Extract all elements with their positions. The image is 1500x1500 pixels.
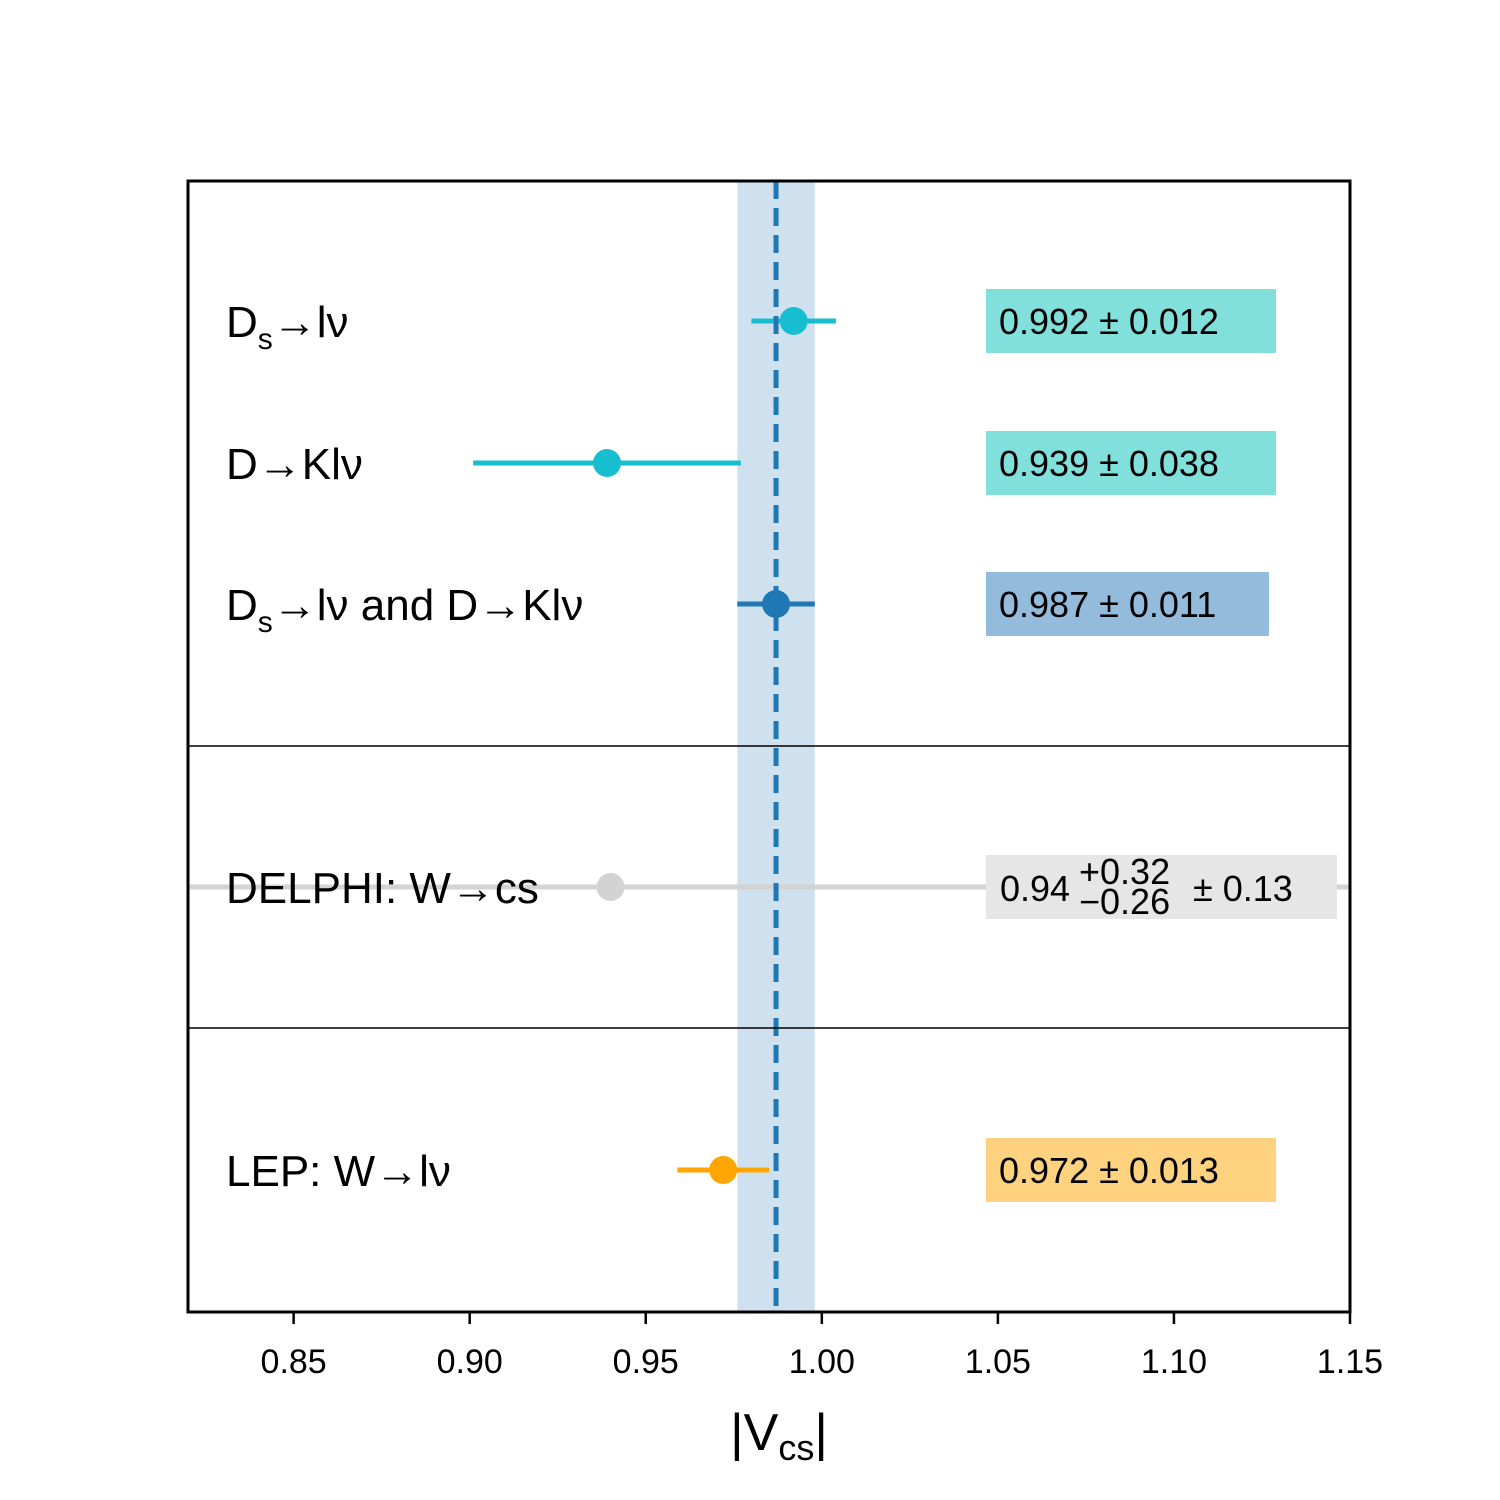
row-label: D→Klν (226, 440, 363, 489)
value-box (986, 855, 1337, 919)
data-point (596, 873, 625, 901)
x-tick-label: 1.00 (789, 1343, 855, 1381)
data-point (593, 449, 622, 477)
row-label: Ds→lν (226, 298, 349, 356)
row-labels-layer: Ds→lν D→Klν Ds→lν and D→Klν DELPHI: W→cs LEP… (226, 298, 583, 1196)
data-point (709, 1156, 738, 1184)
x-axis-title-layer: |Vcs| (730, 1404, 828, 1468)
value-boxes-layer: 0.992 ± 0.012 0.939 ± 0.038 0.987 ± 0.011 0… (986, 289, 1337, 1202)
data-point (762, 590, 791, 618)
x-tick-label: 0.95 (613, 1343, 679, 1381)
data-points-layer (593, 307, 808, 1184)
x-tick-label: 0.85 (261, 1343, 327, 1381)
data-point (779, 307, 808, 335)
value-text: 0.987 ± 0.011 (999, 584, 1216, 625)
plot-frame (186, 179, 1352, 1314)
value-box (986, 431, 1276, 495)
value-upper-error: +0.32 (1079, 851, 1170, 892)
value-text: 0.94 (1000, 868, 1070, 909)
x-axis-ticks-layer: 0.85 0.90 0.95 1.00 1.05 1.10 1.15 (261, 1312, 1383, 1381)
row-label: Ds→lν and D→Klν (226, 581, 583, 639)
value-text: 0.992 ± 0.012 (999, 301, 1219, 342)
value-lower-error: −0.26 (1079, 881, 1170, 922)
x-tick-label: 1.15 (1317, 1343, 1383, 1381)
value-text: 0.972 ± 0.013 (999, 1150, 1219, 1191)
x-tick-label: 1.05 (965, 1343, 1031, 1381)
value-box (986, 572, 1269, 636)
row-label: LEP: W→lν (226, 1147, 451, 1196)
row-label: DELPHI: W→cs (226, 864, 539, 913)
x-axis-title: |Vcs| (730, 1404, 828, 1468)
value-box (986, 1138, 1276, 1202)
value-text: 0.939 ± 0.038 (999, 443, 1219, 484)
x-tick-label: 1.10 (1141, 1343, 1207, 1381)
plot-frame-layer (186, 179, 1352, 1314)
value-syst-error: ± 0.13 (1193, 868, 1293, 909)
x-tick-label: 0.90 (437, 1343, 503, 1381)
value-box (986, 289, 1276, 353)
